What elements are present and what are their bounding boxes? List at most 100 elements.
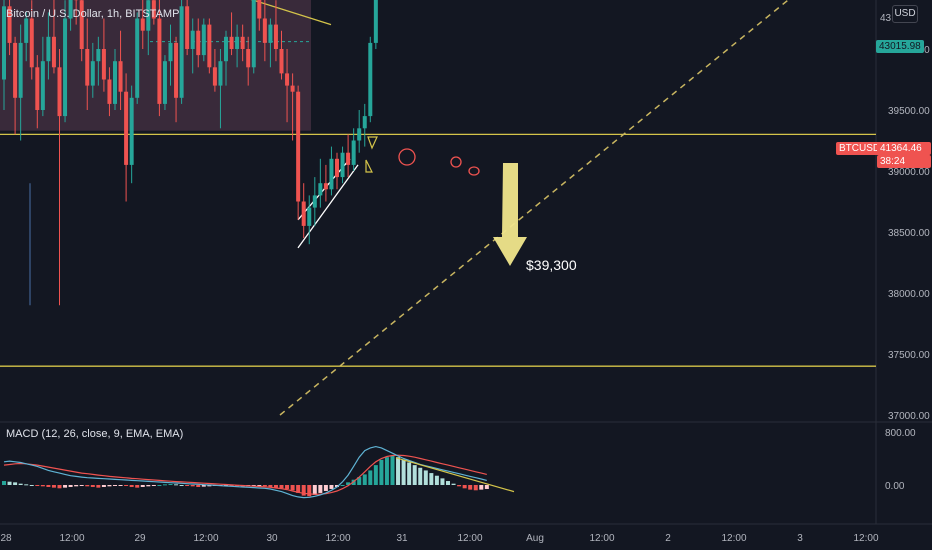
candle-body xyxy=(162,61,167,104)
candle-body xyxy=(362,116,367,129)
price-axis-tick: 37500.00 xyxy=(888,350,930,361)
macd-histogram-bar xyxy=(29,485,34,486)
candle-body xyxy=(251,0,256,68)
price-axis-tick: 38000.00 xyxy=(888,289,930,300)
macd-histogram-bar xyxy=(434,475,439,485)
last-price-tag: 41364.46 xyxy=(877,142,931,155)
macd-histogram-bar xyxy=(135,485,140,488)
candle-body xyxy=(285,73,290,86)
macd-histogram-bar xyxy=(185,485,190,486)
macd-histogram-bar xyxy=(162,484,167,486)
macd-histogram-bar xyxy=(279,485,284,489)
candle-body xyxy=(18,42,23,98)
time-axis-tick: Aug xyxy=(526,533,544,544)
currency-badge[interactable]: USD xyxy=(892,5,918,23)
candle-body xyxy=(113,61,117,104)
candle-body xyxy=(101,49,106,80)
macd-histogram-bar xyxy=(35,485,40,486)
macd-histogram-bar xyxy=(285,485,290,489)
macd-histogram-bar xyxy=(201,485,206,487)
macd-histogram-bar xyxy=(384,457,389,485)
candle-body xyxy=(151,0,156,19)
candle-body xyxy=(301,201,306,226)
macd-histogram-bar xyxy=(107,485,112,487)
macd-histogram-bar xyxy=(57,485,62,489)
candle-body xyxy=(351,140,356,165)
macd-histogram-bar xyxy=(68,485,73,487)
macd-histogram-bar xyxy=(207,485,212,487)
candle-body xyxy=(90,61,95,86)
macd-signal-line xyxy=(3,454,487,495)
macd-histogram-bar xyxy=(46,485,51,487)
time-axis-tick: 2 xyxy=(665,533,671,544)
candle-body xyxy=(185,6,190,50)
candle-body xyxy=(63,18,68,117)
macd-histogram-bar xyxy=(190,485,195,487)
candle-body xyxy=(129,97,134,165)
candle-body xyxy=(340,152,345,178)
macd-histogram-bar xyxy=(179,485,184,486)
macd-histogram-bar xyxy=(24,484,29,486)
pivot-marker xyxy=(365,159,373,173)
macd-histogram-bar xyxy=(262,485,267,487)
candle-body xyxy=(229,36,234,49)
macd-histogram-bar xyxy=(323,485,328,491)
macd-histogram-bar xyxy=(168,484,173,486)
candle-body xyxy=(201,24,206,56)
candle-body xyxy=(146,0,151,31)
macd-histogram-bar xyxy=(462,485,467,489)
candle-body xyxy=(262,18,267,43)
highlight-circle xyxy=(468,166,480,176)
macd-histogram-bar xyxy=(379,459,384,485)
macd-histogram-bar xyxy=(412,465,417,485)
rising-channel-lower xyxy=(297,164,359,249)
range-resistance-line xyxy=(250,0,332,26)
macd-histogram-bar xyxy=(390,455,395,485)
candle-body xyxy=(240,36,245,49)
macd-histogram-bar xyxy=(196,485,201,487)
price-axis-tick: 37000.00 xyxy=(888,411,930,422)
macd-histogram-bar xyxy=(457,485,462,487)
candle-body xyxy=(29,18,34,68)
candle-body xyxy=(268,24,273,43)
candle-body xyxy=(68,0,73,19)
price-axis-tick-partial: 43 xyxy=(880,13,892,24)
target-price-label: $39,300 xyxy=(526,257,577,273)
candle-body xyxy=(318,183,323,196)
macd-histogram-bar xyxy=(301,485,306,496)
price-axis-tick: 39500.00 xyxy=(888,106,930,117)
candle-body xyxy=(273,24,278,49)
macd-histogram-bar xyxy=(257,485,262,486)
candle-body xyxy=(96,49,101,62)
macd-histogram-bar xyxy=(118,485,123,486)
bar-countdown-tag: 38:24 xyxy=(877,155,931,168)
candle-body xyxy=(246,49,251,68)
macd-histogram-bar xyxy=(7,481,12,485)
macd-divergence-line xyxy=(395,457,515,493)
macd-histogram-bar xyxy=(51,485,56,488)
macd-histogram-bar xyxy=(423,470,428,485)
candle-body xyxy=(335,158,339,178)
symbol-tag: BTCUSD xyxy=(836,142,884,155)
candle-body xyxy=(296,91,301,202)
candle-body xyxy=(312,195,317,208)
candle-body xyxy=(79,0,84,49)
candle-body xyxy=(179,6,184,98)
candle-body xyxy=(85,49,90,86)
macd-histogram-bar xyxy=(63,485,68,488)
candle-body xyxy=(57,67,62,117)
macd-histogram-bar xyxy=(268,485,273,487)
macd-histogram-bar xyxy=(440,478,445,485)
macd-histogram-bar xyxy=(429,473,434,485)
macd-histogram-bar xyxy=(318,485,323,493)
candle-body xyxy=(107,79,112,104)
candle-body xyxy=(124,91,129,165)
candle-body xyxy=(218,61,223,86)
candle-body xyxy=(140,18,145,31)
teal-level-tag: 43015.98 xyxy=(876,40,924,53)
macd-histogram-bar xyxy=(418,467,423,485)
macd-histogram-bar xyxy=(362,474,367,485)
macd-histogram-bar xyxy=(296,485,301,493)
candle-body xyxy=(196,30,201,56)
